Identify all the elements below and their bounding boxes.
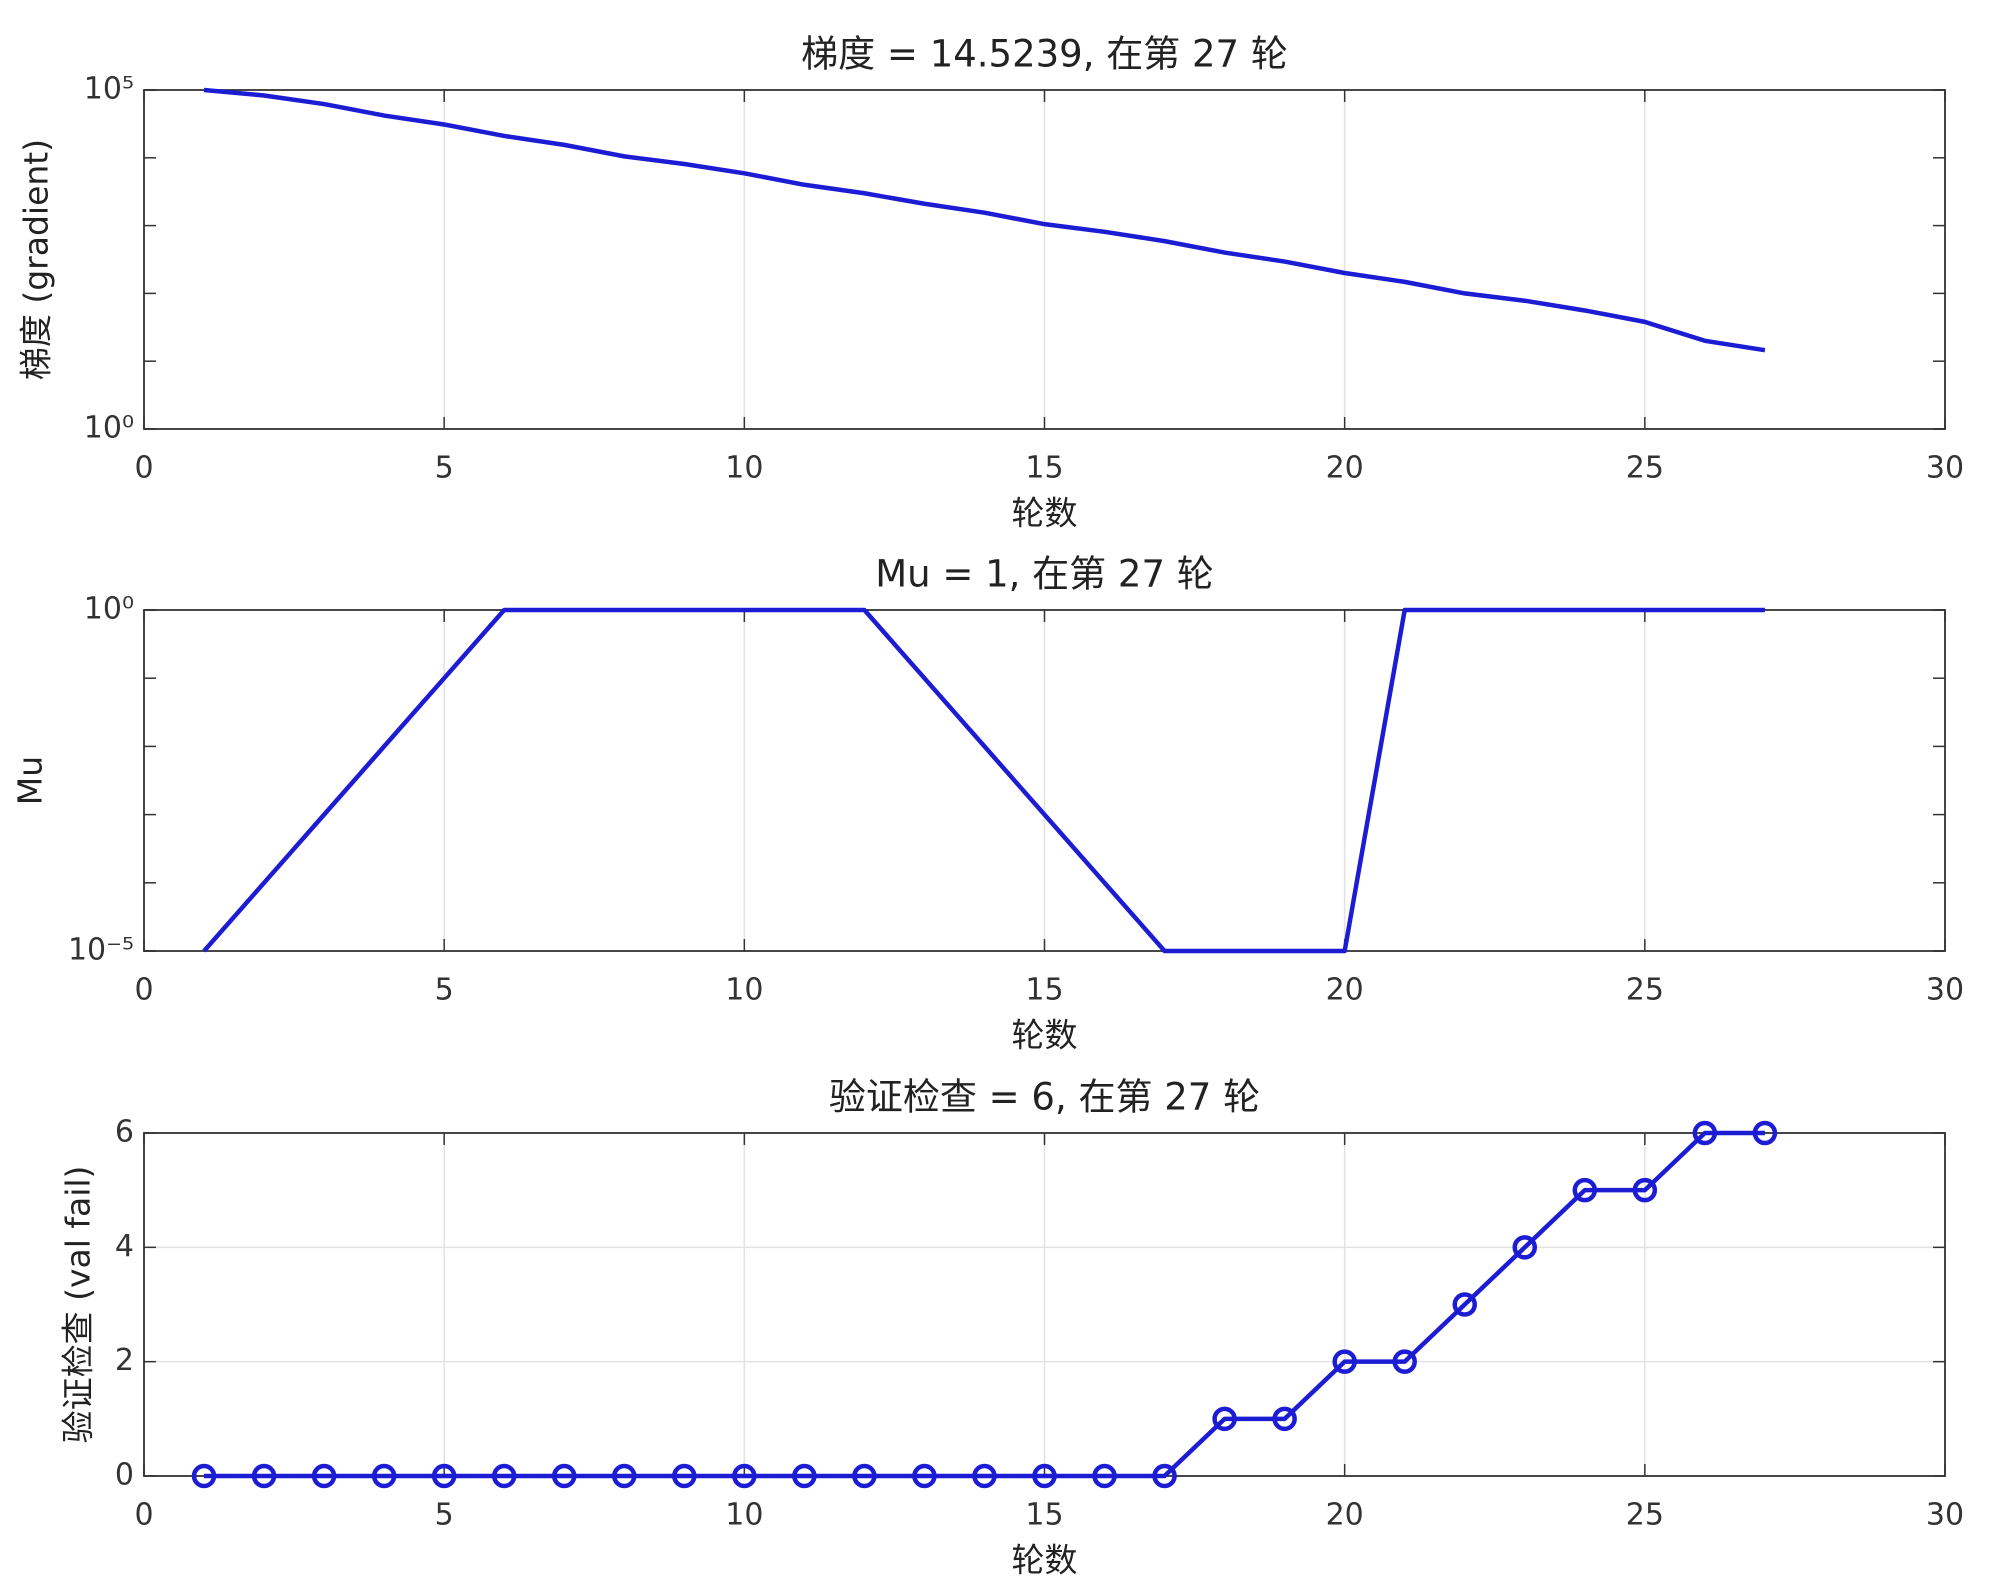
marker: [1092, 1463, 1117, 1489]
y-tick-label: 2: [115, 1343, 134, 1378]
marker: [1152, 1463, 1177, 1489]
marker: [191, 1463, 217, 1489]
marker: [1032, 1463, 1057, 1489]
axes-box: [143, 89, 1946, 430]
x-tick-label: 15: [1025, 451, 1063, 486]
y-axis-label: Mu: [11, 756, 50, 805]
y-tick-label: 6: [115, 1115, 134, 1150]
x-tick-label: 0: [134, 1498, 153, 1533]
series-line: [203, 87, 1766, 353]
x-tick-label: 15: [1025, 973, 1063, 1008]
marker: [1692, 1120, 1718, 1146]
marker: [612, 1463, 637, 1489]
x-tick-label: 30: [1926, 1498, 1964, 1533]
marker: [551, 1463, 577, 1489]
x-tick-label: 25: [1626, 451, 1664, 486]
x-tick-label: 0: [134, 451, 153, 486]
y-axis-label: 梯度 (gradient): [17, 139, 56, 380]
x-tick-label: 10: [725, 973, 763, 1008]
y-tick-label: 10⁰: [84, 592, 134, 627]
x-tick-label: 20: [1326, 451, 1364, 486]
series-line: [204, 1130, 1765, 1479]
x-tick-label: 30: [1926, 973, 1964, 1008]
y-tick-label: 10⁰: [84, 411, 134, 446]
marker: [912, 1463, 937, 1489]
x-tick-label: 20: [1326, 973, 1364, 1008]
x-tick-label: 15: [1025, 1498, 1063, 1533]
x-tick-label: 5: [435, 1498, 454, 1533]
chart-title: Mu = 1, 在第 27 轮: [875, 553, 1214, 596]
x-tick-label: 5: [435, 973, 454, 1008]
marker: [1332, 1349, 1357, 1374]
y-tick-label: 10⁵: [84, 72, 134, 107]
marker: [1752, 1120, 1778, 1146]
x-tick-label: 30: [1926, 451, 1964, 486]
marker: [491, 1463, 517, 1489]
y-tick-label: 0: [115, 1458, 134, 1493]
x-tick-label: 5: [435, 451, 454, 486]
y-tick-label: 10⁻⁵: [68, 933, 134, 968]
y-tick-label: 4: [115, 1229, 134, 1264]
marker: [1632, 1177, 1658, 1203]
x-axis-label: 轮数: [1012, 494, 1078, 533]
x-axis-label: 轮数: [1012, 1541, 1078, 1580]
marker: [972, 1463, 997, 1489]
marker: [1212, 1406, 1237, 1432]
series-line: [202, 607, 1765, 954]
chart-title: 验证检查 = 6, 在第 27 轮: [829, 1076, 1260, 1119]
marker: [792, 1463, 817, 1489]
x-tick-label: 10: [725, 451, 763, 486]
y-axis-label: 验证检查 (val fail): [59, 1166, 98, 1444]
marker: [431, 1463, 457, 1489]
marker: [1572, 1177, 1598, 1203]
marker: [732, 1463, 757, 1489]
chart-title: 梯度 = 14.5239, 在第 27 轮: [801, 33, 1288, 76]
marker: [371, 1463, 397, 1489]
marker: [1392, 1349, 1417, 1374]
x-tick-label: 20: [1326, 1498, 1364, 1533]
marker: [852, 1463, 877, 1489]
x-tick-label: 0: [134, 973, 153, 1008]
marker: [1452, 1292, 1477, 1317]
marker: [1512, 1235, 1538, 1260]
marker: [251, 1463, 277, 1489]
x-tick-label: 25: [1626, 1498, 1664, 1533]
marker: [311, 1463, 337, 1489]
marker: [672, 1463, 697, 1489]
x-tick-label: 10: [725, 1498, 763, 1533]
x-axis-label: 轮数: [1012, 1016, 1078, 1055]
x-tick-label: 25: [1626, 973, 1664, 1008]
axes-box: [143, 609, 1946, 952]
marker: [1272, 1406, 1297, 1432]
